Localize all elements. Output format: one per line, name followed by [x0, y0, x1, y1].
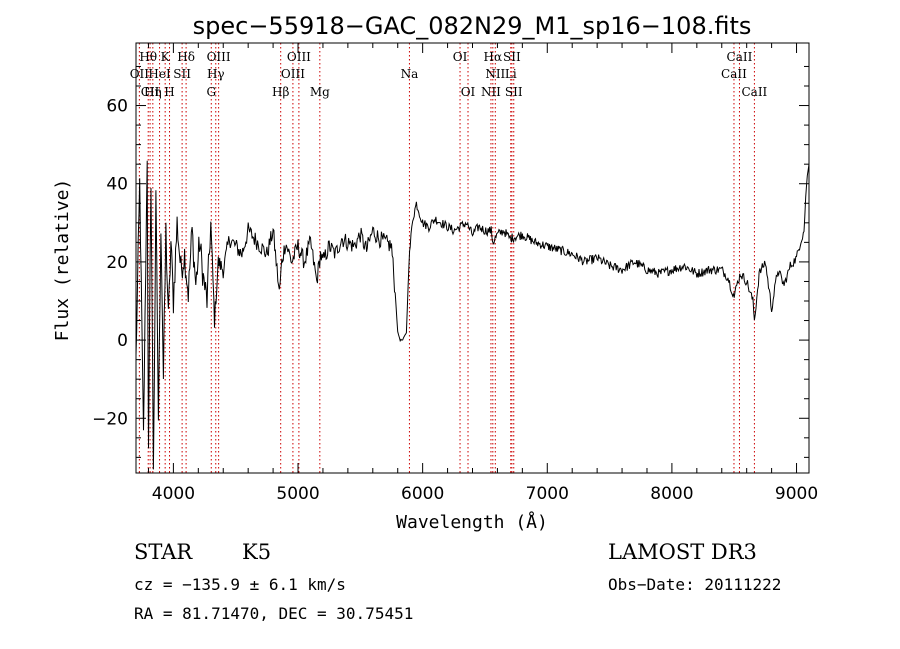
- plot-frame: [135, 42, 810, 474]
- x-tick-label-2: 6000: [401, 484, 444, 504]
- y-axis-label: Flux (relative): [52, 179, 73, 342]
- redshift-text: cz = −135.9 ± 6.1 km/s: [134, 575, 346, 594]
- line-label-r2-3: G: [206, 85, 216, 99]
- line-label-r0-4: OIII: [287, 50, 311, 64]
- y-tick-label-3: 40: [106, 175, 128, 195]
- axis-layer: 4000 5000 6000 7000 8000 9000 −20 0 20 40 60: [92, 43, 818, 504]
- line-label-r1-0: OII: [130, 67, 150, 81]
- x-tick-label-5: 9000: [775, 484, 818, 504]
- line-label-r1-6: NII: [485, 67, 505, 81]
- line-label-r1-7: Li: [505, 67, 517, 81]
- survey-name: LAMOST DR3: [608, 540, 757, 564]
- x-tick-label-0: 4000: [152, 484, 195, 504]
- line-label-r0-5: OI: [453, 50, 468, 64]
- line-label-r0-0: Hθ: [139, 50, 157, 64]
- line-label-r2-8: SII: [505, 85, 523, 99]
- line-label-r2-1: Hη: [144, 85, 162, 99]
- chart-title: spec−55918−GAC_082N29_M1_sp16−108.fits: [193, 12, 752, 40]
- object-subclass: K5: [242, 540, 272, 564]
- line-label-r2-7: NII: [481, 85, 501, 99]
- object-class: STAR: [134, 540, 193, 564]
- x-tick-label-4: 8000: [650, 484, 693, 504]
- line-label-r2-2: H: [164, 85, 174, 99]
- line-label-r0-2: Hδ: [177, 50, 195, 64]
- y-tick-label-2: 20: [106, 253, 128, 273]
- x-axis-label: Wavelength (Å): [396, 511, 548, 533]
- x-tick-label-1: 5000: [276, 484, 319, 504]
- line-label-r0-3: OIII: [207, 50, 231, 64]
- line-marker-layer: [138, 43, 755, 473]
- x-tick-label-3: 7000: [526, 484, 569, 504]
- line-label-r0-7: SII: [503, 50, 521, 64]
- line-label-r0-1: K: [161, 50, 171, 64]
- line-label-r2-9: CaII: [741, 85, 767, 99]
- line-label-r2-5: Mg: [310, 85, 330, 99]
- coordinates: RA = 81.71470, DEC = 30.75451: [134, 604, 414, 623]
- line-label-r1-8: CaII: [721, 67, 747, 81]
- y-tick-label-1: 0: [117, 331, 128, 351]
- line-label-r2-0: CII: [141, 85, 160, 99]
- line-label-r1-1: HeI: [148, 67, 171, 81]
- obs-date: Obs−Date: 20111222: [608, 575, 782, 594]
- line-label-r0-6: Hα: [484, 50, 503, 64]
- line-label-r1-5: Na: [401, 67, 419, 81]
- line-label-r1-3: Hγ: [207, 67, 225, 81]
- series-layer: [135, 160, 810, 470]
- line-label-r1-2: SII: [173, 67, 191, 81]
- line-label-r2-4: Hβ: [272, 85, 289, 99]
- line-label-r1-4: OIII: [281, 67, 305, 81]
- y-tick-label-0: −20: [92, 409, 128, 429]
- line-label-r2-6: OI: [461, 85, 476, 99]
- line-label-r0-8: CaII: [727, 50, 753, 64]
- y-tick-label-4: 60: [106, 97, 128, 117]
- series-line-spectrum: [135, 160, 810, 470]
